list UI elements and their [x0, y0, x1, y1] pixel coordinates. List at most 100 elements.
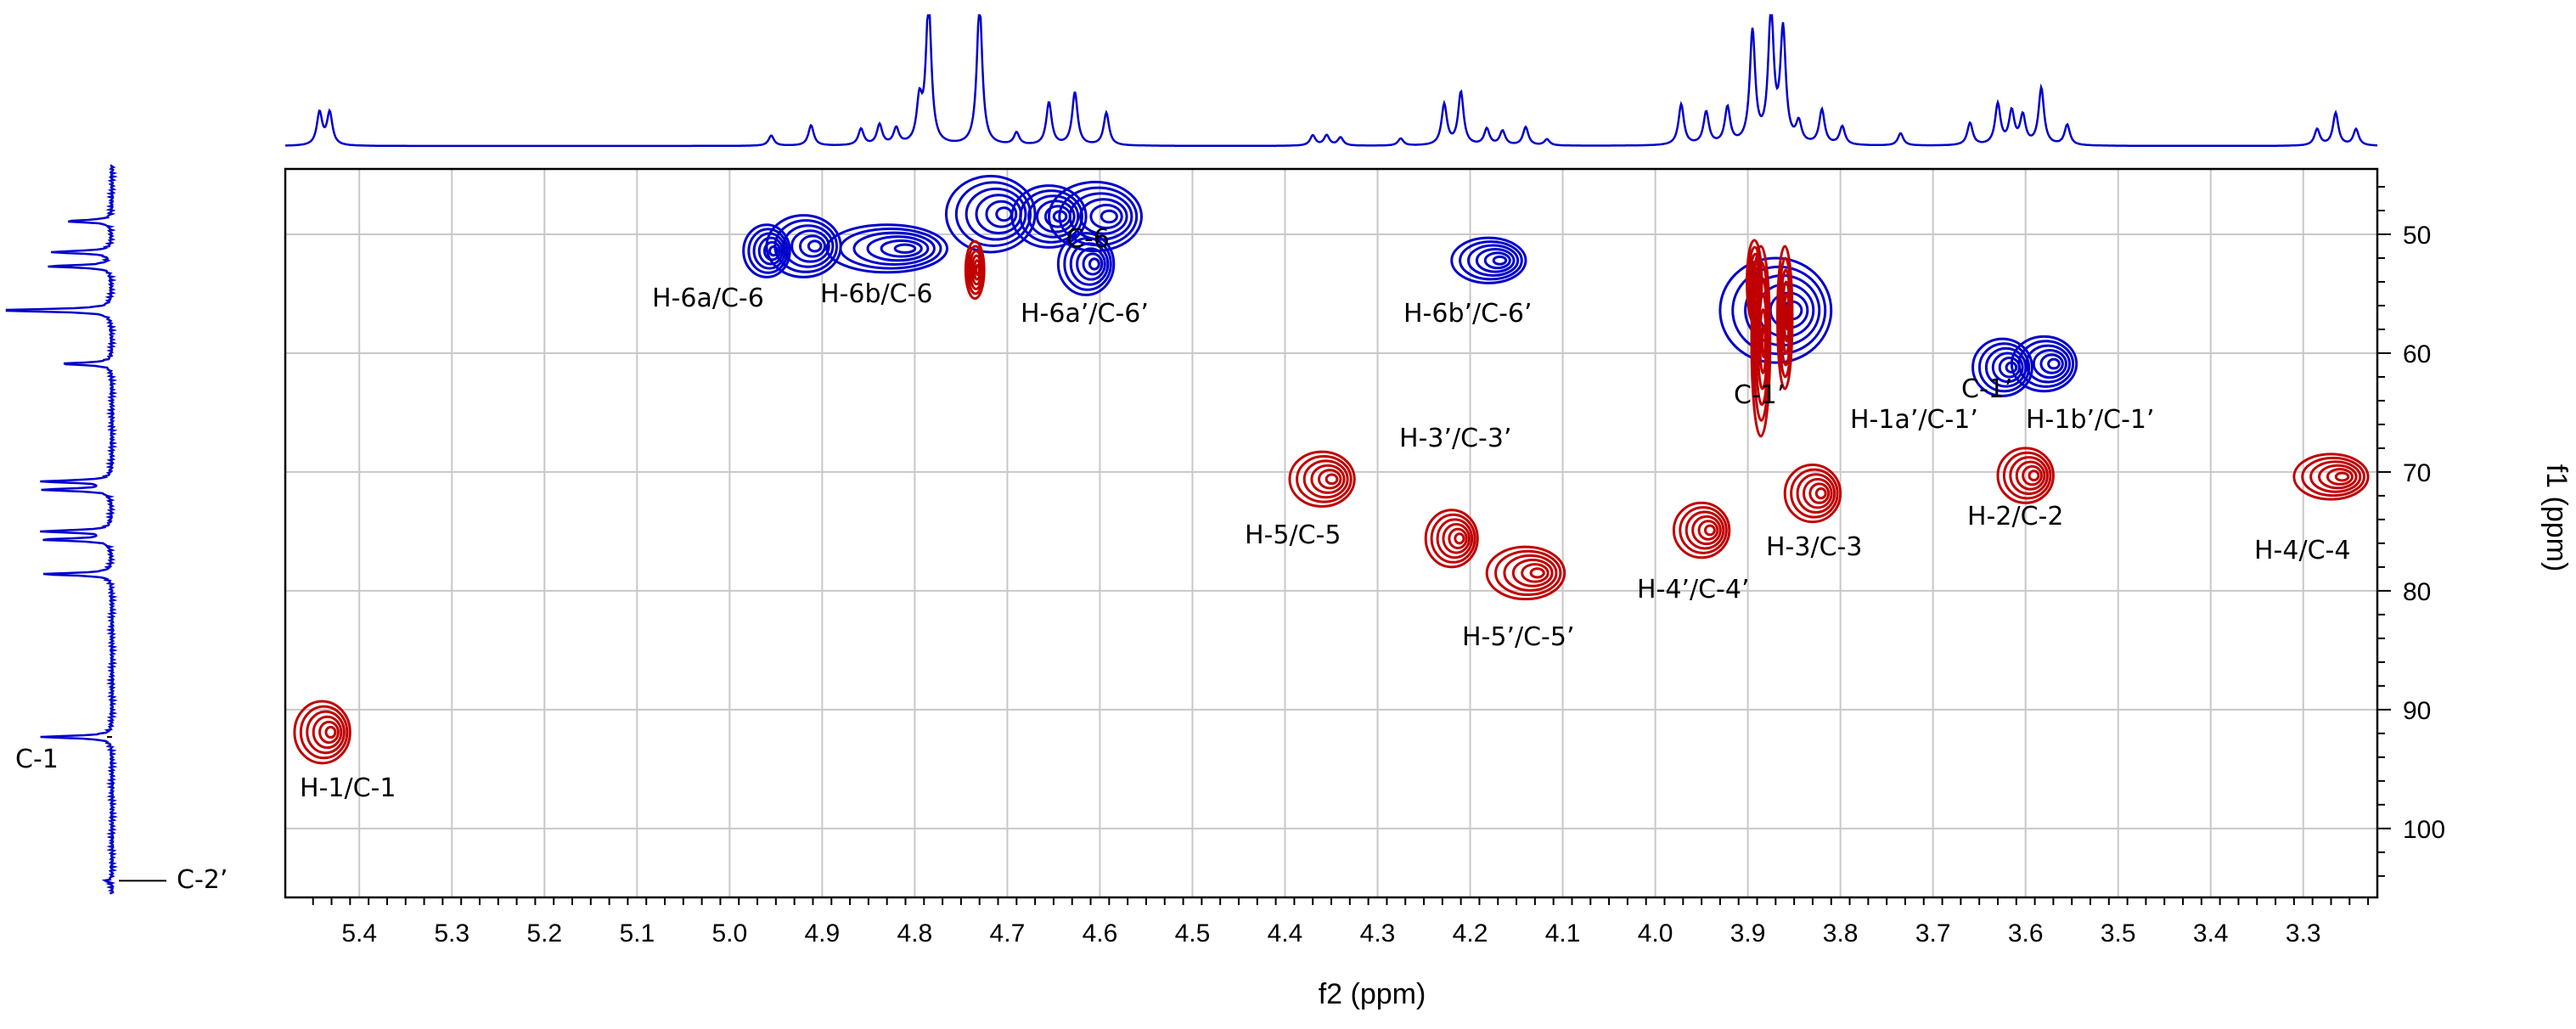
cross-peak — [742, 223, 791, 278]
cross-peak — [1672, 501, 1731, 559]
contour-level — [2301, 456, 2365, 498]
x-tick-label: 3.9 — [1730, 919, 1766, 947]
peak-label-h2-c2: H-2/C-2 — [1967, 502, 2063, 531]
y-tick-label: 50 — [2403, 222, 2431, 250]
x-tick-label: 4.8 — [897, 919, 933, 947]
contour-level — [752, 232, 786, 270]
contour-level — [1082, 252, 1104, 276]
peak-label-h4-c4: H-4/C-4 — [2254, 536, 2350, 565]
cross-peak — [1450, 236, 1527, 284]
f2-projection-trace — [285, 14, 2377, 148]
contour-level — [1977, 342, 2031, 393]
peak-label-h3-prime-c3-prime: H-3’/C-3’ — [1399, 424, 1512, 453]
cross-peak — [2292, 453, 2370, 501]
cross-peaks — [293, 174, 2370, 765]
contour-level — [1036, 200, 1076, 233]
contour-level — [1079, 198, 1128, 235]
contour-level — [1089, 203, 1123, 230]
axes: 5.4 5.3 5.2 5.1 5.0 4.9 4.8 4.7 4.6 4.5 4.4 4.3 4.2 4… — [312, 185, 2445, 947]
contour-level — [1302, 459, 1349, 499]
cross-peak — [2010, 335, 2078, 393]
contour-level — [299, 705, 349, 760]
contour-level — [1691, 514, 1722, 546]
contour-level — [1529, 567, 1545, 579]
x-tick-label: 3.8 — [1823, 919, 1859, 947]
y-axis-title: f1 (ppm) — [2540, 464, 2573, 572]
y-tick-label: 100 — [2403, 816, 2445, 844]
x-tick-label: 5.0 — [711, 919, 747, 947]
peak-labels: H-1/C-1 H-6a/C-6 H-6b/C-6 H-6a’/C-6’ C-6… — [15, 224, 2350, 895]
cross-peak — [1424, 509, 1479, 569]
f1-projection-trace — [5, 164, 119, 895]
contour-level — [2022, 464, 2043, 486]
contour-level — [2010, 335, 2078, 393]
contour-level — [1056, 232, 1116, 296]
peak-label-c1-prime-a: C-1’ — [1734, 380, 1785, 410]
x-tick-label: 3.5 — [2101, 919, 2136, 947]
contour-level — [839, 227, 942, 270]
contour-level — [1424, 509, 1479, 569]
x-tick-label: 5.1 — [619, 919, 655, 947]
contour-level — [1448, 527, 1468, 549]
f1-projection-spectrum — [5, 164, 166, 895]
x-tick-label: 4.3 — [1360, 919, 1396, 947]
contour-level — [2028, 470, 2040, 481]
contour-level — [1808, 482, 1831, 504]
contour-level — [1685, 510, 1725, 550]
contour-level — [2017, 340, 2075, 388]
x-tick-label: 4.5 — [1175, 919, 1211, 947]
contour-level — [312, 715, 343, 750]
contour-level — [1450, 236, 1527, 284]
cross-peak — [1288, 450, 1356, 509]
x-tick-label: 4.6 — [1083, 919, 1118, 947]
y-tick-label: 70 — [2403, 459, 2431, 487]
x-tick-label: 5.2 — [526, 919, 562, 947]
cross-peak — [1485, 545, 1566, 601]
contour-level — [1971, 337, 2033, 397]
x-tick-label: 4.4 — [1268, 919, 1303, 947]
x-axis-title: f2 (ppm) — [1319, 978, 1426, 1010]
peak-label-c1-prime-b: C-1’ — [1961, 374, 2012, 404]
contour-level — [2009, 456, 2049, 496]
contour-level — [1703, 524, 1716, 537]
f2-projection-spectrum — [285, 14, 2377, 148]
x-tick-label: 3.6 — [2008, 919, 2044, 947]
contour-level — [1783, 464, 1842, 524]
y-tick-label: 90 — [2403, 697, 2431, 725]
contour-level — [1760, 323, 1767, 359]
contour-level — [2039, 353, 2064, 374]
cross-peak — [1056, 232, 1116, 296]
x-tick-label: 4.0 — [1638, 919, 1673, 947]
cross-peak — [964, 239, 986, 301]
x-tick-label: 3.4 — [2193, 919, 2229, 947]
contour-level — [747, 228, 789, 274]
contour-level — [2309, 460, 2362, 493]
contour-level — [790, 229, 830, 263]
contour-level — [1454, 532, 1465, 545]
peak-label-h1b-prime-c1-prime: H-1b’/C-1’ — [2026, 405, 2155, 435]
contour-level — [1088, 257, 1100, 271]
contour-level — [1494, 549, 1562, 597]
contour-level — [965, 187, 1027, 241]
contour-level — [757, 236, 784, 266]
contour-level — [306, 710, 346, 755]
cross-peak — [944, 174, 1037, 254]
x-tick-label: 4.7 — [990, 919, 1026, 947]
contour-level — [1784, 304, 1790, 331]
contour-level — [1325, 473, 1339, 486]
contour-level — [2047, 357, 2061, 370]
contour-level — [1296, 454, 1353, 503]
contour-level — [825, 223, 949, 274]
contour-level — [975, 263, 981, 277]
contour-level — [893, 243, 917, 254]
peak-label-h5-prime-c5-prime: H-5’/C-5’ — [1462, 622, 1575, 652]
cross-peak — [1750, 245, 1772, 438]
contour-level — [2292, 453, 2370, 501]
peak-label-h3-c3: H-3/C-3 — [1766, 532, 1862, 562]
contour-level — [1718, 256, 1833, 364]
x-tick-label: 4.1 — [1545, 919, 1581, 947]
contour-level — [324, 725, 337, 739]
contour-level — [1467, 244, 1520, 278]
